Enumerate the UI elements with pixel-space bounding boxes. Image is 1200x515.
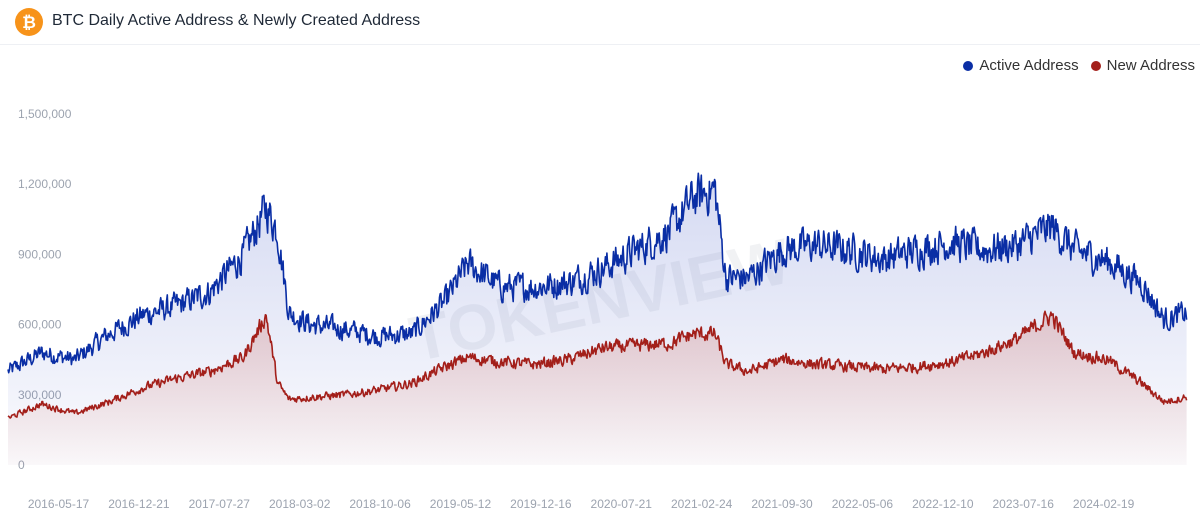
x-tick-label: 2023-07-16: [993, 497, 1055, 511]
series-line-new[interactable]: [7, 310, 1188, 419]
legend-marker-new: [1090, 60, 1101, 71]
series-area-new: [8, 311, 1187, 465]
chart-title: BTC Daily Active Address & Newly Created…: [52, 12, 421, 29]
legend-label-active: Active Address: [979, 57, 1079, 74]
x-axis: 2016-05-17 2016-12-21 2017-07-27 2018-03-02…: [28, 497, 1135, 511]
x-tick-label: 2021-02-24: [671, 497, 733, 511]
x-tick-label: 2018-03-02: [269, 497, 331, 511]
legend-item-new[interactable]: New Address: [1090, 57, 1195, 74]
x-tick-label: 2017-07-27: [189, 497, 251, 511]
x-tick-label: 2019-05-12: [430, 497, 492, 511]
x-tick-label: 2016-12-21: [108, 497, 170, 511]
x-tick-label: 2021-09-30: [751, 497, 813, 511]
x-tick-label: 2022-05-06: [832, 497, 894, 511]
x-tick-label: 2022-12-10: [912, 497, 974, 511]
svg-text:₿: ₿: [22, 13, 36, 32]
x-tick-label: 2016-05-17: [28, 497, 90, 511]
x-tick-label: 2024-02-19: [1073, 497, 1135, 511]
y-tick-label: 900,000: [18, 247, 62, 261]
chart-legend: Active Address New Address: [963, 57, 1195, 74]
y-tick-label: 600,000: [18, 318, 62, 332]
legend-label-new: New Address: [1106, 57, 1195, 74]
y-tick-label: 1,500,000: [18, 107, 72, 121]
legend-item-active[interactable]: Active Address: [963, 57, 1079, 74]
legend-marker-active: [963, 60, 974, 71]
x-tick-label: 2019-12-16: [510, 497, 572, 511]
bitcoin-icon: ₿: [15, 8, 43, 36]
y-tick-label: 1,200,000: [18, 177, 72, 191]
x-tick-label: 2018-10-06: [349, 497, 411, 511]
series-line-active[interactable]: [7, 172, 1188, 374]
x-tick-label: 2020-07-21: [591, 497, 653, 511]
chart-header: ₿ BTC Daily Active Address & Newly Creat…: [0, 0, 1200, 45]
